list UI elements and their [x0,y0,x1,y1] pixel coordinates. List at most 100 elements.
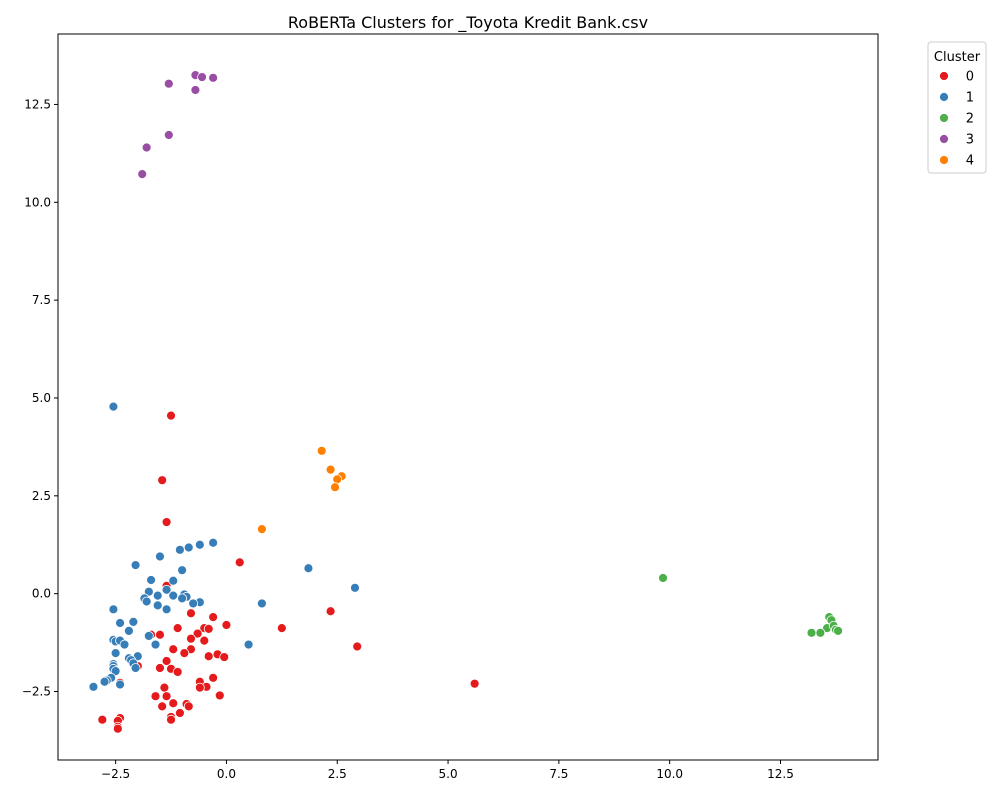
data-point-cluster-1 [108,604,119,615]
data-point-cluster-0 [112,723,123,734]
legend-label: 0 [966,70,974,85]
data-point-cluster-0 [208,612,219,623]
x-tick-label: 10.0 [656,767,683,781]
x-tick-label: 7.5 [549,767,568,781]
legend-marker [939,155,949,165]
data-point-cluster-0 [166,714,176,725]
x-tick-label: 0.0 [217,767,236,781]
data-point-cluster-1 [143,631,154,641]
data-point-cluster-3 [197,72,207,82]
legend: Cluster 0 1 2 3 4 [927,41,987,174]
data-point-cluster-0 [221,620,232,630]
data-point-cluster-1 [124,625,134,636]
data-point-cluster-1 [130,560,141,570]
data-point-cluster-0 [168,698,179,709]
data-point-cluster-0 [155,629,165,640]
data-point-cluster-1 [146,575,156,585]
data-point-cluster-1 [177,593,188,604]
data-point-cluster-0 [234,557,245,568]
data-point-cluster-0 [208,672,219,683]
legend-label: 3 [966,133,974,148]
data-point-cluster-1 [256,598,267,609]
data-point-cluster-0 [168,644,179,655]
data-point-cluster-0 [194,682,205,693]
data-point-cluster-4 [330,482,340,493]
x-tick-label: 2.5 [328,767,347,781]
data-point-cluster-1 [188,598,199,609]
data-point-cluster-1 [88,681,99,692]
data-point-cluster-0 [325,606,336,617]
data-point-cluster-4 [256,524,267,534]
data-point-cluster-0 [219,652,230,662]
y-tick-label: 12.5 [24,97,51,111]
data-point-cluster-1 [174,544,185,555]
data-point-cluster-3 [190,85,201,95]
data-point-cluster-0 [161,656,172,666]
data-point-cluster-1 [152,600,163,611]
legend-marker [939,71,949,81]
y-tick-label: 7.5 [32,293,51,307]
data-point-cluster-4 [316,445,327,456]
data-point-cluster-1 [115,618,125,628]
data-point-cluster-1 [141,596,152,607]
data-point-cluster-0 [161,691,172,702]
data-point-cluster-1 [119,639,130,650]
data-point-cluster-0 [186,608,196,619]
data-point-cluster-0 [203,651,214,662]
data-point-cluster-1 [303,563,314,574]
data-point-cluster-0 [157,701,168,712]
data-point-cluster-0 [161,517,172,527]
legend-label: 2 [966,112,974,127]
data-point-cluster-1 [168,590,179,601]
data-point-cluster-1 [110,648,121,659]
data-point-cluster-1 [152,590,163,601]
points-layer [88,70,844,734]
y-tick-label: 2.5 [32,489,51,503]
legend-marker [939,92,949,102]
data-point-cluster-1 [150,639,161,650]
data-point-cluster-0 [172,623,183,634]
data-point-cluster-3 [163,130,174,140]
data-point-cluster-0 [97,714,108,725]
data-point-cluster-0 [174,708,185,718]
legend-items: 0 1 2 3 4 [939,70,974,169]
data-point-cluster-3 [137,169,148,180]
data-point-cluster-0 [214,690,225,701]
data-point-cluster-0 [166,410,176,421]
legend-label: 4 [966,154,974,169]
legend-marker [939,113,949,123]
data-point-cluster-1 [168,575,179,586]
chart-title: RoBERTa Clusters for _Toyota Kredit Bank… [288,13,648,33]
data-point-cluster-1 [128,616,139,627]
data-point-cluster-0 [199,635,210,646]
data-point-cluster-0 [172,667,183,677]
plot-frame [57,33,879,761]
data-point-cluster-0 [469,678,480,689]
data-point-cluster-1 [243,639,254,650]
data-point-cluster-1 [108,401,119,412]
data-point-cluster-1 [99,676,110,687]
data-point-cluster-1 [194,539,205,550]
x-tick-label: −2.5 [101,767,130,781]
y-axis: −2.5 0.0 2.5 5.0 7.5 10.0 12.5 [22,97,58,699]
legend-marker [939,134,949,144]
y-tick-label: 5.0 [32,391,51,405]
data-point-cluster-1 [208,537,219,548]
data-point-cluster-0 [183,701,194,712]
data-point-cluster-1 [177,565,188,576]
legend-title: Cluster [934,50,981,65]
data-point-cluster-1 [110,666,121,677]
data-point-cluster-0 [276,623,287,634]
y-tick-label: 10.0 [24,195,51,209]
data-point-cluster-0 [179,648,190,659]
data-point-cluster-2 [658,573,668,583]
data-point-cluster-1 [183,542,194,553]
data-point-cluster-4 [325,464,336,475]
data-point-cluster-1 [130,663,141,673]
data-point-cluster-3 [208,72,219,83]
data-point-cluster-3 [141,142,152,153]
data-point-cluster-2 [806,627,817,638]
x-tick-label: 12.5 [767,767,794,781]
